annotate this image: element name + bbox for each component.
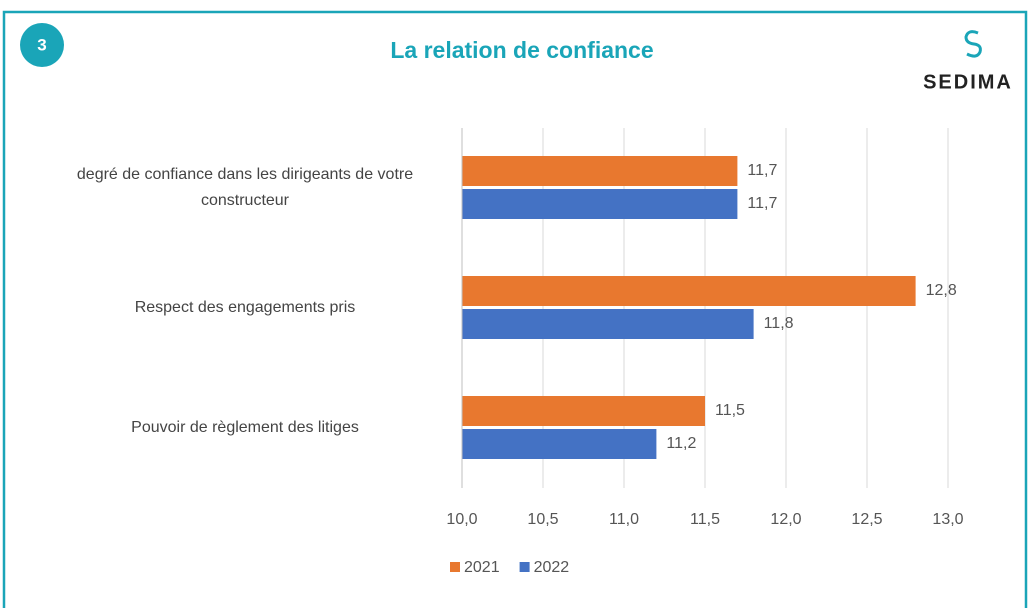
x-tick-label: 13,0 [932, 511, 963, 528]
frame [2, 10, 1028, 608]
value-label: 11,5 [715, 402, 745, 419]
value-label: 12,8 [926, 282, 957, 299]
category-label: Pouvoir de règlement des litiges [131, 419, 359, 436]
x-tick-label: 12,5 [851, 511, 882, 528]
logo-icon [964, 30, 982, 58]
bar [462, 189, 738, 219]
bar [462, 396, 705, 426]
legend-swatch [450, 562, 460, 572]
chart-title: La relation de confiance [390, 37, 653, 63]
legend-label: 2022 [534, 559, 570, 576]
category-label: degré de confiance dans les dirigeants d… [76, 166, 414, 209]
bar [462, 276, 916, 306]
value-label: 11,7 [747, 162, 777, 179]
value-label: 11,2 [666, 435, 696, 452]
category-label: Respect des engagements pris [134, 299, 356, 316]
x-tick-label: 11,5 [690, 511, 720, 528]
value-label: 11,8 [764, 315, 794, 332]
x-tick-label: 10,0 [446, 511, 477, 528]
x-tick-label: 11,0 [609, 511, 639, 528]
badge-number: 3 [37, 35, 46, 54]
badge [20, 23, 64, 67]
legend-swatch [519, 562, 530, 572]
bar [462, 309, 754, 339]
x-tick-label: 10,5 [527, 511, 558, 528]
legend-label: 2021 [464, 559, 500, 576]
x-tick-label: 12,0 [770, 511, 801, 528]
logo-text: SEDIMA [923, 71, 1013, 93]
bar [462, 429, 657, 459]
bar [462, 156, 738, 186]
value-label: 11,7 [747, 195, 777, 212]
